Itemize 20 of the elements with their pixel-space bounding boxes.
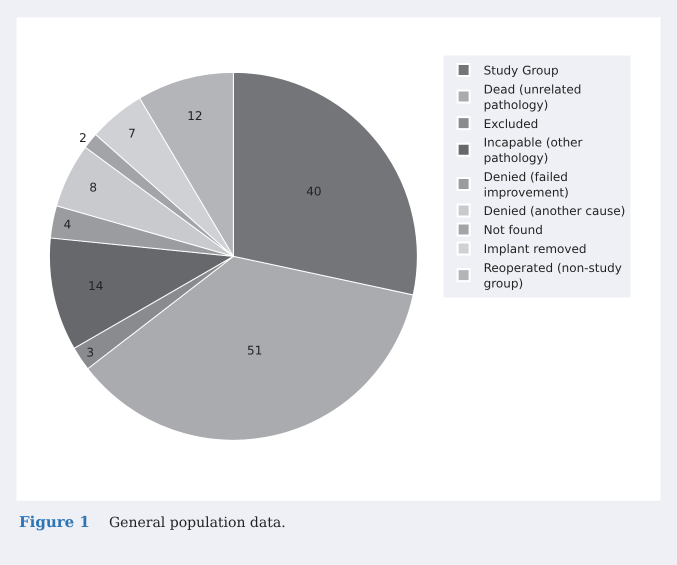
data-label: 7	[128, 126, 136, 141]
legend-label: Denied (failed improvement)	[484, 170, 569, 200]
legend-label: Implant removed	[484, 242, 586, 256]
text: General population data.	[109, 515, 286, 531]
legend-label: Denied (another cause)	[484, 204, 626, 218]
caption: Figure 1	[19, 513, 90, 531]
data-label: 3	[86, 345, 94, 360]
data-label: 40	[306, 184, 322, 198]
data-label: 51	[247, 343, 262, 358]
legend-label: Excluded	[484, 116, 538, 131]
data-label: 4	[64, 218, 72, 232]
data-label: 2	[79, 130, 87, 145]
legend-label: Reoperated (non-study group)	[484, 261, 622, 291]
data-label: 8	[89, 180, 97, 194]
legend-label: Dead (unrelated pathology)	[484, 82, 582, 112]
data-label: 12	[187, 109, 203, 124]
data-label: 14	[88, 278, 104, 293]
legend-label: Incapable (other pathology)	[484, 136, 583, 166]
legend-label: Not found	[484, 223, 543, 238]
legend-label: Study Group	[484, 64, 559, 78]
